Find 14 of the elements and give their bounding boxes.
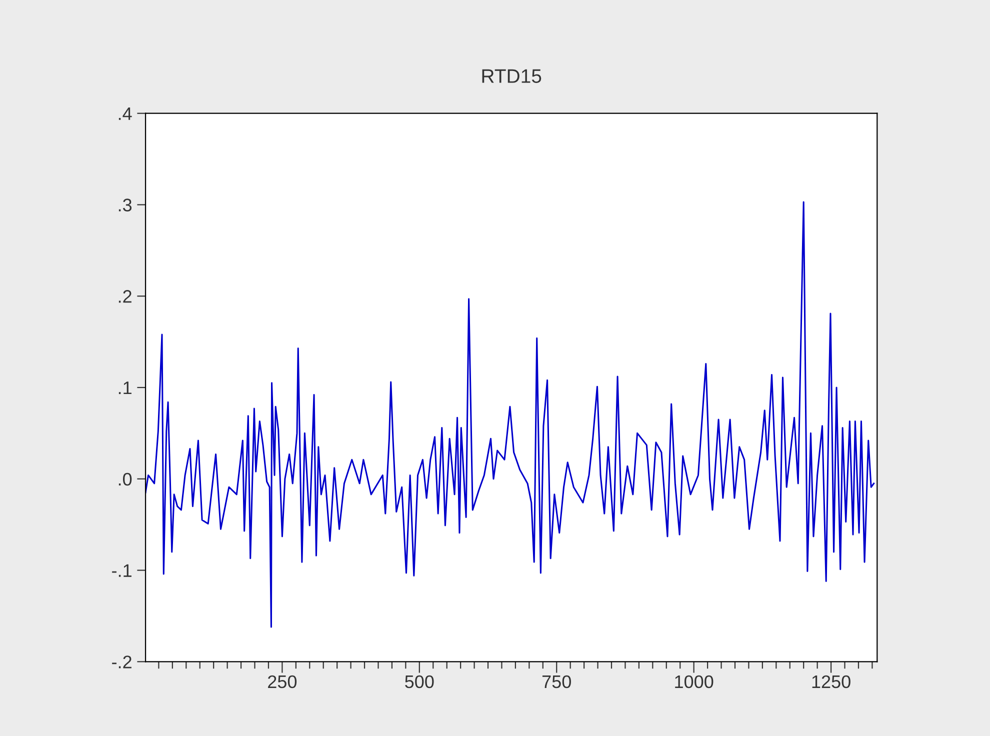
y-tick-label: -.1 (112, 564, 132, 577)
y-tick-label: .1 (118, 382, 132, 394)
chart-title: RTD15 (482, 69, 542, 83)
y-tick-label: -.2 (112, 656, 132, 668)
x-tick-label: 750 (542, 675, 571, 688)
y-tick-label: .0 (118, 472, 132, 486)
x-tick-label: 250 (268, 675, 297, 688)
y-tick-label: .2 (118, 290, 132, 303)
line-series (146, 201, 875, 628)
y-tick-label: .4 (118, 107, 132, 120)
y-tick-label: .3 (118, 198, 132, 212)
x-tick-label: 1000 (675, 675, 714, 688)
x-tick-label: 1250 (812, 675, 850, 688)
x-tick-label: 500 (405, 675, 434, 688)
